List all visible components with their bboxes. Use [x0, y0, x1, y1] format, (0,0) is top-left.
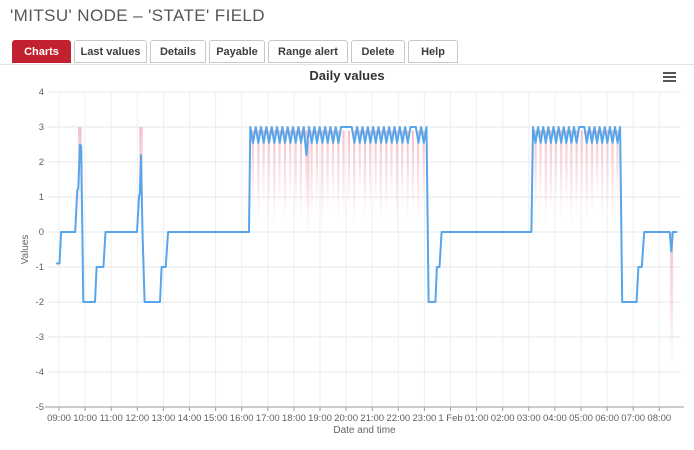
- x-tick-label: 15:00: [204, 413, 228, 424]
- tab-help[interactable]: Help: [408, 40, 458, 63]
- y-tick-label: 2: [39, 157, 44, 168]
- x-tick-label: 1 Feb: [438, 413, 462, 424]
- y-axis-label: Values: [20, 235, 31, 265]
- x-tick-label: 08:00: [647, 413, 671, 424]
- y-tick-label: -1: [36, 262, 44, 273]
- chart-context-menu-button[interactable]: [661, 70, 677, 84]
- tab-payable[interactable]: Payable: [209, 40, 265, 63]
- y-tick-label: 1: [39, 192, 44, 203]
- tab-delete[interactable]: Delete: [351, 40, 405, 63]
- chart-title: Daily values: [309, 68, 385, 83]
- x-tick-label: 02:00: [491, 413, 515, 424]
- tab-bar: Charts Last values Details Payable Range ale…: [12, 40, 458, 63]
- chart-canvas[interactable]: 09:00 10:00 11:00 12:00 13:00 14:00 15:00 16:00…: [0, 66, 694, 450]
- y-tick-labels: 4 3 2 1 0 -1 -2 -3 -4 -5: [36, 87, 44, 413]
- tick-marks: [58, 407, 660, 411]
- x-tick-label: 10:00: [73, 413, 97, 424]
- x-tick-label: 20:00: [334, 413, 358, 424]
- x-tick-label: 01:00: [465, 413, 489, 424]
- tab-last-values[interactable]: Last values: [74, 40, 147, 63]
- alert-stripes-series: [78, 127, 674, 372]
- tab-strip-divider: [0, 64, 694, 65]
- tab-range-alert[interactable]: Range alert: [268, 40, 348, 63]
- y-tick-label: 4: [39, 87, 44, 98]
- x-tick-label: 06:00: [595, 413, 619, 424]
- x-tick-label: 03:00: [517, 413, 541, 424]
- x-tick-label: 22:00: [386, 413, 410, 424]
- y-tick-label: -4: [36, 367, 44, 378]
- y-tick-label: -2: [36, 297, 44, 308]
- x-tick-label: 21:00: [360, 413, 384, 424]
- hamburger-icon: [662, 72, 676, 74]
- x-tick-label: 17:00: [256, 413, 280, 424]
- y-tick-label: -5: [36, 402, 44, 413]
- hamburger-icon: [662, 80, 676, 82]
- x-tick-label: 05:00: [569, 413, 593, 424]
- y-tick-label: -3: [36, 332, 44, 343]
- y-tick-label: 0: [39, 227, 44, 238]
- hamburger-icon: [662, 76, 676, 78]
- x-tick-label: 12:00: [125, 413, 149, 424]
- x-tick-label: 07:00: [621, 413, 645, 424]
- x-tick-label: 11:00: [100, 413, 123, 424]
- x-tick-label: 13:00: [152, 413, 176, 424]
- x-tick-label: 04:00: [543, 413, 567, 424]
- x-tick-labels: 09:00 10:00 11:00 12:00 13:00 14:00 15:00 16:00…: [47, 413, 671, 424]
- value-line-series: [55, 126, 678, 303]
- tab-details[interactable]: Details: [150, 40, 206, 63]
- x-tick-label: 18:00: [282, 413, 306, 424]
- y-tick-label: 3: [39, 122, 44, 133]
- x-tick-label: 16:00: [230, 413, 254, 424]
- tab-charts[interactable]: Charts: [12, 40, 71, 63]
- page-title: 'MITSU' NODE – 'STATE' FIELD: [10, 6, 265, 25]
- x-tick-label: 23:00: [413, 413, 437, 424]
- x-tick-label: 19:00: [308, 413, 332, 424]
- x-tick-label: 14:00: [178, 413, 202, 424]
- x-axis-label: Date and time: [333, 425, 396, 436]
- x-tick-label: 09:00: [47, 413, 71, 424]
